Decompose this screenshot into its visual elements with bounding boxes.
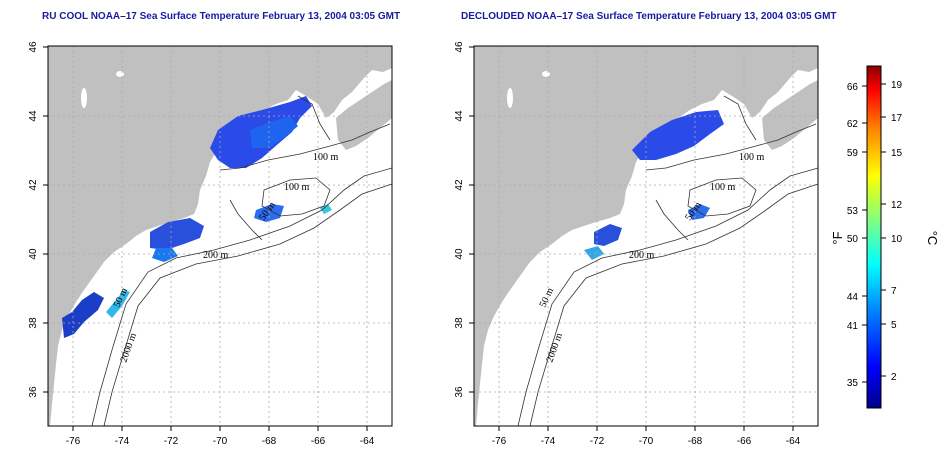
x-tick-label: -72 [164,436,179,447]
x-tick-label: -66 [311,436,326,447]
x-tick-label: -70 [639,436,654,447]
land-mass [48,46,392,426]
sst-data-patches [62,96,332,338]
land-nova-scotia [762,80,818,150]
y-tick-label: 40 [454,248,465,260]
left-map-title: RU COOL NOAA–17 Sea Surface Temperature … [42,11,401,22]
temperature-colorbar: 66 62 59 53 50 44 41 35 19 17 15 12 10 7… [830,65,940,409]
y-tick-label: 38 [28,317,39,329]
colorbar-gradient [866,65,882,409]
celsius-tick-label: 10 [891,234,903,245]
graticule [48,46,392,426]
x-tick-label: -66 [737,436,752,447]
land-mass [474,46,818,426]
fahrenheit-tick-label: 53 [847,206,859,217]
y-tick-label: 46 [454,41,465,53]
land-nova-scotia [336,80,392,150]
right-map-title: DECLOUDED NOAA–17 Sea Surface Temperatur… [461,11,837,22]
x-tick-label: -68 [262,436,277,447]
bathymetry-contours [517,95,819,427]
celsius-tick-label: 5 [891,320,897,331]
y-tick-label: 42 [28,179,39,191]
fahrenheit-tick-label: 62 [847,119,859,130]
fahrenheit-tick-label: 41 [847,321,859,332]
x-tick-label: -64 [786,436,801,447]
contour-label: 200 m [203,250,229,261]
fahrenheit-tick-label: 44 [847,292,859,303]
celsius-tick-label: 17 [891,113,903,124]
y-tick-label: 44 [28,110,39,122]
left-sst-map: 100 m 100 m 50 m 200 m 50 m 2000 m -76 -… [28,41,393,447]
y-tick-label: 40 [28,248,39,260]
lakes [81,71,124,108]
y-tick-label: 46 [28,41,39,53]
contour-label: 100 m [284,182,310,193]
celsius-tick-label: 19 [891,80,903,91]
celsius-tick-label: 2 [891,372,897,383]
bathymetry-contours [91,95,393,427]
fahrenheit-tick-label: 50 [847,234,859,245]
y-tick-label: 44 [454,110,465,122]
x-tick-label: -76 [492,436,507,447]
contour-label: 100 m [739,152,765,163]
x-tick-label: -70 [213,436,228,447]
celsius-tick-label: 7 [891,286,897,297]
celsius-tick-label: 15 [891,148,903,159]
y-tick-label: 38 [454,317,465,329]
contour-label: 200 m [629,250,655,261]
x-tick-label: -76 [66,436,81,447]
celsius-unit-label: °C [925,231,940,246]
celsius-tick-label: 12 [891,200,903,211]
contour-label: 100 m [710,182,736,193]
y-tick-label: 36 [28,386,39,398]
contour-label: 100 m [313,152,339,163]
fahrenheit-tick-label: 66 [847,82,859,93]
x-tick-label: -74 [541,436,556,447]
x-tick-label: -72 [590,436,605,447]
fahrenheit-unit-label: °F [830,231,845,244]
x-tick-label: -68 [688,436,703,447]
graticule [474,46,818,426]
fahrenheit-tick-label: 59 [847,148,859,159]
y-tick-label: 36 [454,386,465,398]
x-tick-label: -74 [115,436,130,447]
right-sst-map: 100 m 100 m 50 m 200 m 50 m 2000 m -76 -… [454,41,819,447]
fahrenheit-tick-label: 35 [847,378,859,389]
y-tick-label: 42 [454,179,465,191]
x-tick-label: -64 [360,436,375,447]
